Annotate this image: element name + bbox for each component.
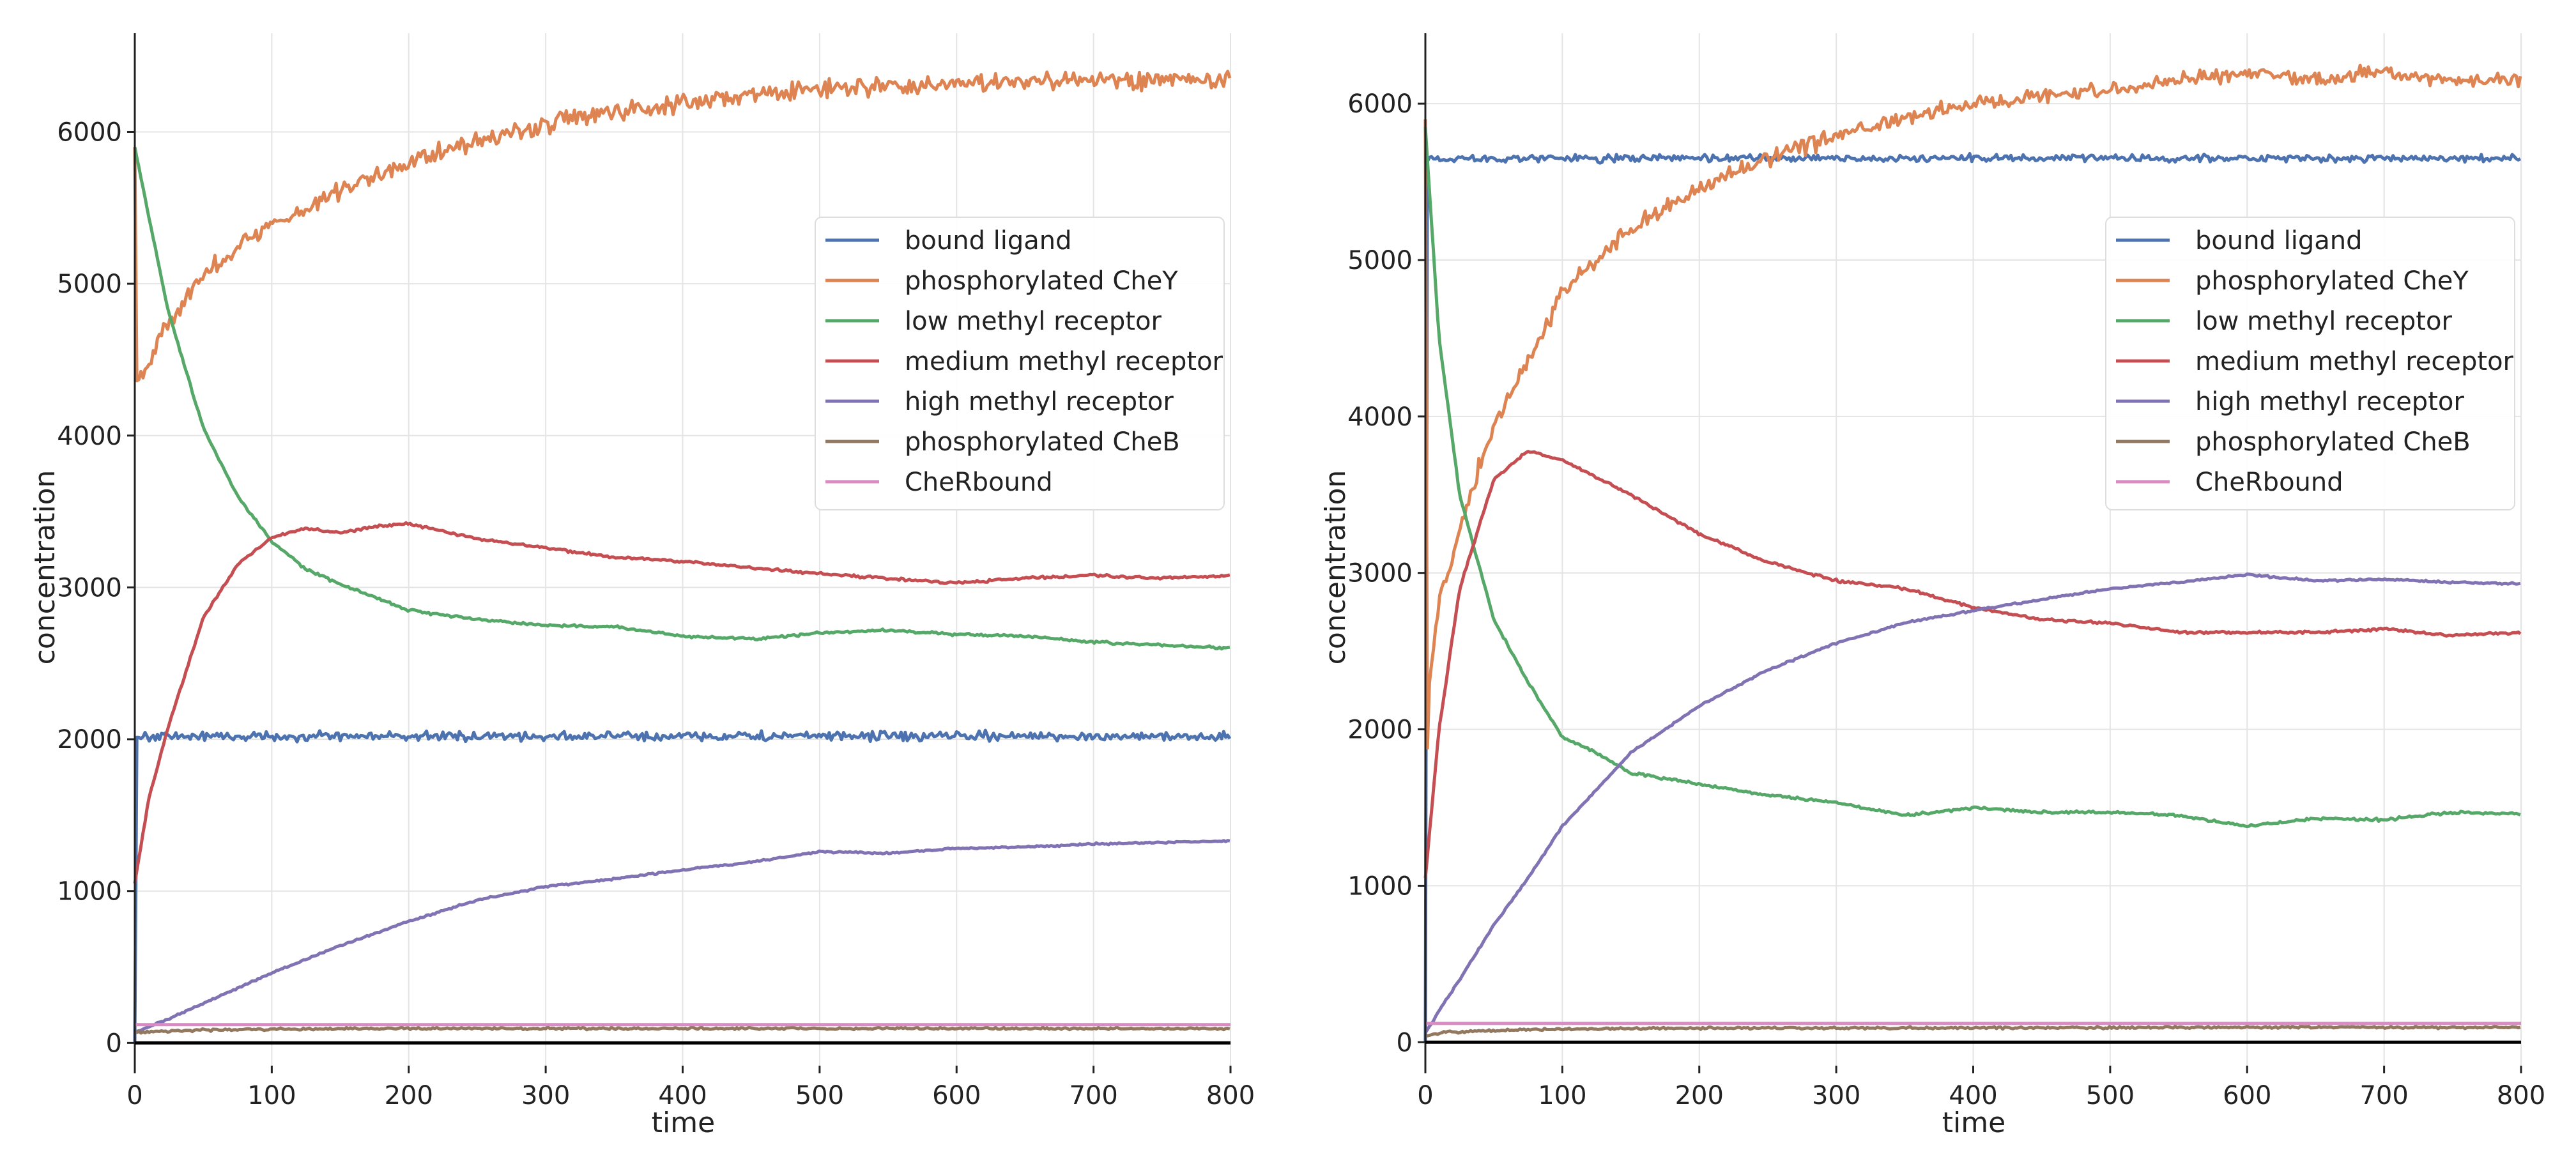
series-line-phosphorylated-chey <box>133 70 1232 383</box>
x-tick-label: 700 <box>2359 1081 2408 1110</box>
x-tick-label: 800 <box>1206 1081 1255 1110</box>
x-tick-label: 400 <box>1949 1081 1997 1110</box>
legend-label: phosphorylated CheB <box>905 427 1180 457</box>
legend-label: high methyl receptor <box>905 387 1174 417</box>
x-tick-label: 400 <box>658 1081 707 1110</box>
legend-box <box>815 217 1225 510</box>
series-line-bound-ligand <box>1423 151 2522 1043</box>
series-line-low-methyl-receptor <box>133 146 1230 651</box>
legend-label: phosphorylated CheY <box>2195 266 2469 296</box>
legend: bound ligand phosphorylated CheY low methy… <box>815 217 1225 510</box>
chart-panel-1: 0 1000 2000 3000 4000 5000 6000 0 100 200 300 400 50… <box>29 33 1255 1139</box>
series-line-bound-ligand <box>133 728 1232 1043</box>
x-tick-label: 200 <box>385 1081 433 1110</box>
y-tick-label: 4000 <box>1347 402 1413 432</box>
y-tick-label: 1000 <box>1347 871 1413 901</box>
y-tick-label: 0 <box>1397 1028 1413 1057</box>
y-tick-label: 5000 <box>57 270 122 299</box>
y-tick-label: 2000 <box>57 725 122 755</box>
legend-label: phosphorylated CheY <box>905 266 1178 296</box>
y-tick-label: 3000 <box>57 573 122 602</box>
chart-panel-2: 0 1000 2000 3000 4000 5000 6000 0 100 200 300 400 50… <box>1319 33 2545 1139</box>
x-tick-label: 0 <box>126 1081 142 1110</box>
legend-label: medium methyl receptor <box>905 347 1223 376</box>
y-tick-label: 2000 <box>1347 716 1413 745</box>
series-line-high-methyl-receptor <box>1423 572 2521 1034</box>
legend-label: bound ligand <box>2195 226 2363 256</box>
legend-label: low methyl receptor <box>905 307 1162 336</box>
y-tick-label: 5000 <box>1347 246 1413 275</box>
y-tick-label: 0 <box>106 1029 122 1058</box>
series-line-high-methyl-receptor <box>134 839 1230 1034</box>
x-tick-label: 100 <box>247 1081 296 1110</box>
legend-label: high methyl receptor <box>2195 387 2464 417</box>
y-tick-label: 6000 <box>1347 89 1413 119</box>
x-axis-title: time <box>652 1107 715 1139</box>
series-line-medium-methyl-receptor <box>133 521 1230 884</box>
legend-label: phosphorylated CheB <box>2195 427 2471 457</box>
series-line-phosphorylated-cheb <box>134 1025 1230 1035</box>
series-line-phosphorylated-chey <box>1423 63 2522 750</box>
x-tick-label: 600 <box>932 1081 981 1110</box>
x-tick-label: 300 <box>521 1081 570 1110</box>
legend-label: CheRbound <box>2195 468 2343 497</box>
y-tick-label: 4000 <box>57 422 122 451</box>
legend-label: low methyl receptor <box>2195 307 2452 336</box>
y-tick-label: 1000 <box>57 877 122 907</box>
x-tick-label: 800 <box>2497 1081 2545 1110</box>
x-tick-label: 500 <box>2086 1081 2135 1110</box>
x-tick-label: 600 <box>2223 1081 2271 1110</box>
series-line-medium-methyl-receptor <box>1423 450 2522 878</box>
legend-box <box>2105 217 2515 510</box>
series-line-low-methyl-receptor <box>1423 126 2521 829</box>
y-axis-title: concentration <box>1319 470 1352 665</box>
legend-label: CheRbound <box>905 468 1053 497</box>
x-tick-label: 700 <box>1069 1081 1117 1110</box>
y-axis-title: concentration <box>29 470 61 665</box>
series-line-phosphorylated-cheb <box>1425 1024 2521 1038</box>
x-tick-label: 200 <box>1675 1081 1724 1110</box>
legend-label: bound ligand <box>905 226 1072 256</box>
y-tick-label: 3000 <box>1347 559 1413 588</box>
x-axis-title: time <box>1942 1107 2005 1139</box>
x-tick-label: 100 <box>1538 1081 1586 1110</box>
legend: bound ligand phosphorylated CheY low methy… <box>2105 217 2515 510</box>
y-tick-label: 6000 <box>57 118 122 147</box>
legend-label: medium methyl receptor <box>2195 347 2514 376</box>
x-tick-label: 500 <box>795 1081 844 1110</box>
x-tick-label: 300 <box>1812 1081 1860 1110</box>
x-tick-label: 0 <box>1417 1081 1433 1110</box>
